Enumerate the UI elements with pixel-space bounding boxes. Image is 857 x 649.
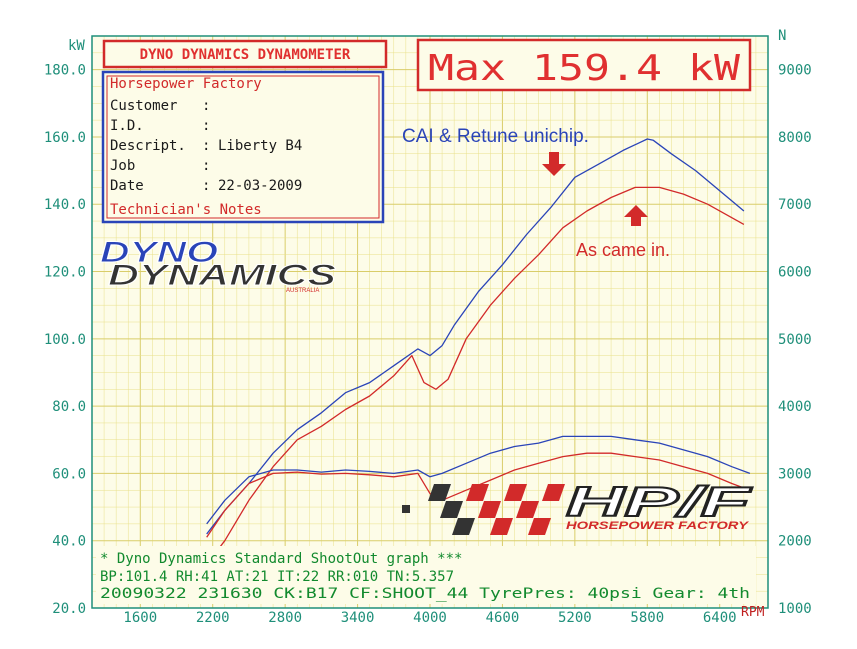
- info-box-inner: [106, 75, 380, 219]
- y-right-tick-label: 2000: [778, 534, 812, 550]
- info-company: Horsepower Factory: [110, 76, 262, 92]
- y-left-tick-label: 100.0: [44, 332, 86, 348]
- plot-frame: [91, 35, 769, 609]
- x-axis-unit: RPM: [741, 605, 765, 620]
- checker-square: [478, 501, 501, 518]
- y-left-tick-label: 60.0: [52, 466, 86, 482]
- x-tick-label: 2800: [268, 610, 302, 626]
- left-axis-unit: kW: [68, 38, 85, 54]
- tick-labels: 1600 2200 2800 3400 4000 4600 5200 5800 6400 20.0…: [44, 63, 812, 626]
- y-left-tick-label: 180.0: [44, 63, 86, 79]
- y-left-tick-label: 120.0: [44, 265, 86, 281]
- info-row-label: Date: [110, 178, 144, 194]
- y-left-tick-label: 80.0: [52, 399, 86, 415]
- checker-square: [402, 505, 410, 513]
- annotation-red: As came in.: [576, 240, 670, 260]
- checker-square: [440, 501, 463, 518]
- checker-square: [490, 518, 513, 535]
- info-row-colon: :: [202, 158, 210, 174]
- annotation-blue: CAI & Retune unichip.: [402, 126, 589, 147]
- y-right-tick-label: 8000: [778, 130, 812, 146]
- series-line-tractive-4: [206, 452, 751, 538]
- info-row-colon: :: [202, 118, 210, 134]
- footer-line-3: 20090322 231630 CK:B17 CF:SHOOT_44 TyreP…: [100, 586, 750, 602]
- checker-square: [542, 484, 565, 501]
- y-right-tick-label: 6000: [778, 265, 812, 281]
- title-box: [102, 39, 388, 69]
- dyno-logo-sub: AUSTRALIA: [286, 288, 319, 294]
- x-tick-label: 4600: [486, 610, 520, 626]
- x-tick-label: 2200: [196, 610, 230, 626]
- info-row-colon: :: [202, 138, 210, 154]
- info-notes-label: Technician's Notes: [110, 202, 262, 218]
- y-right-tick-label: 3000: [778, 466, 812, 482]
- hpf-logo-text: HP/F: [566, 478, 753, 525]
- x-tick-label: 3400: [341, 610, 375, 626]
- footer-line-1: * Dyno Dynamics Standard ShootOut graph …: [100, 551, 462, 567]
- info-row-value: Liberty B4: [218, 138, 302, 154]
- series-layer: [206, 138, 751, 565]
- hpf-logo-sub: HORSEPOWER FACTORY: [566, 520, 750, 532]
- dyno-logo-line1: DYNO: [100, 236, 218, 269]
- info-rows: Customer: I.D.: Descript.: Liberty B4 Job: Da…: [110, 98, 302, 194]
- hpf-logo: HP/F HORSEPOWER FACTORY: [402, 477, 754, 535]
- checker-square: [428, 484, 451, 501]
- right-axis-unit: N: [778, 28, 786, 44]
- checker-square: [504, 484, 527, 501]
- x-tick-label: 5800: [630, 610, 664, 626]
- info-row-label: I.D.: [110, 118, 144, 134]
- x-tick-label: 5200: [558, 610, 592, 626]
- annotation-arrow-down: [542, 152, 566, 176]
- x-tick-label: 6400: [703, 610, 737, 626]
- info-row-colon: :: [202, 98, 210, 114]
- info-row-label: Job: [110, 158, 135, 174]
- info-row-value: 22-03-2009: [218, 178, 302, 194]
- footer-panel: [96, 546, 756, 604]
- y-left-tick-label: 40.0: [52, 534, 86, 550]
- y-right-tick-label: 4000: [778, 399, 812, 415]
- footer-line-2: BP:101.4 RH:41 AT:21 IT:22 RR:010 TN:5.3…: [100, 569, 454, 585]
- y-left-tick-label: 20.0: [52, 601, 86, 617]
- dyno-dynamics-logo: DYNO DYNAMICS AUSTRALIA: [100, 236, 337, 295]
- info-row-colon: :: [202, 178, 210, 194]
- chart-title: DYNO DYNAMICS DYNAMOMETER: [140, 47, 351, 63]
- series-line-power-2: [206, 186, 745, 565]
- y-right-tick-label: 1000: [778, 601, 812, 617]
- info-box: [101, 70, 385, 224]
- checker-square: [528, 518, 551, 535]
- max-box: [416, 38, 752, 92]
- y-left-tick-label: 140.0: [44, 197, 86, 213]
- series-line-tractive-3: [206, 435, 751, 525]
- x-tick-label: 4000: [413, 610, 447, 626]
- info-row-label: Descript.: [110, 138, 186, 154]
- x-tick-label: 1600: [123, 610, 157, 626]
- y-right-tick-label: 9000: [778, 63, 812, 79]
- checker-square: [516, 501, 539, 518]
- checker-square: [452, 518, 475, 535]
- y-right-tick-label: 5000: [778, 332, 812, 348]
- info-row-label: Customer: [110, 98, 177, 114]
- max-power-label: Max 159.4 kW: [428, 48, 740, 89]
- dyno-logo-line2: DYNAMICS: [108, 259, 336, 292]
- annotation-arrow-up: [624, 205, 648, 226]
- y-left-tick-label: 160.0: [44, 130, 86, 146]
- hpf-checker-flag: [402, 484, 565, 535]
- checker-square: [466, 484, 489, 501]
- y-right-tick-label: 7000: [778, 197, 812, 213]
- series-line-power-1: [206, 138, 745, 535]
